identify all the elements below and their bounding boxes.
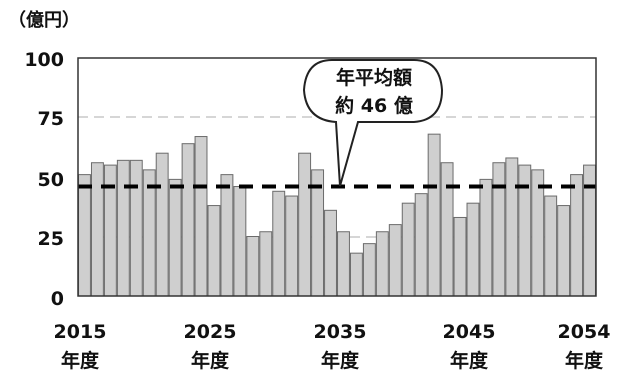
bar-2053 <box>570 174 584 297</box>
x-tick-suffix-2045: 年度 <box>450 349 489 372</box>
bar-2044 <box>453 216 467 297</box>
bar-2039 <box>388 224 402 297</box>
bar-2036 <box>349 252 363 297</box>
bar-2051 <box>544 195 558 297</box>
bar-2045 <box>466 202 480 297</box>
x-axis-ticks: 2015 年度 2025 年度 2035 年度 2045 年度 2054 年度 <box>54 321 611 372</box>
bar-2035 <box>337 231 350 297</box>
bar-2030 <box>272 190 286 297</box>
bar-2040 <box>401 202 415 297</box>
y-tick-25: 25 <box>38 228 64 250</box>
bar-2041 <box>414 193 428 297</box>
bar-2034 <box>324 209 337 297</box>
bar-2042 <box>427 133 441 297</box>
bar-2018 <box>116 159 130 297</box>
bar-2046 <box>479 178 493 297</box>
bar-2015 <box>78 174 91 297</box>
x-tick-suffix-2025: 年度 <box>191 349 230 372</box>
bar-2026 <box>220 174 234 297</box>
x-tick-suffix-2054: 年度 <box>565 349 604 372</box>
average-callout: 年平均額 約 46 億 <box>302 59 444 187</box>
bar-2038 <box>375 231 389 297</box>
bar-2022 <box>168 178 182 297</box>
bar-2021 <box>155 152 169 297</box>
y-tick-0: 0 <box>51 288 64 310</box>
callout-line-1: 年平均額 <box>336 66 412 89</box>
unit-label: （億円） <box>8 9 80 31</box>
x-tick-year-2035: 2035 <box>314 321 367 343</box>
y-axis-ticks: 100 75 50 25 0 <box>24 49 64 310</box>
x-tick-year-2045: 2045 <box>443 321 496 343</box>
bar-series <box>78 133 596 297</box>
bar-2016 <box>90 162 104 297</box>
y-tick-75: 75 <box>38 108 64 130</box>
bar-2031 <box>285 195 299 297</box>
y-tick-50: 50 <box>38 169 64 191</box>
bar-2032 <box>298 152 312 297</box>
bar-2048 <box>505 157 519 297</box>
x-tick-year-2054: 2054 <box>558 321 611 343</box>
bar-2047 <box>492 162 506 297</box>
x-tick-suffix-2015: 年度 <box>61 349 100 372</box>
x-tick-year-2015: 2015 <box>54 321 107 343</box>
bar-2050 <box>531 169 545 297</box>
bar-2025 <box>207 205 221 297</box>
bar-2037 <box>362 243 376 297</box>
bar-2019 <box>129 159 143 297</box>
callout-line-2: 約 46 億 <box>335 94 413 117</box>
x-tick-suffix-2035: 年度 <box>321 349 360 372</box>
x-tick-year-2025: 2025 <box>184 321 237 343</box>
bar-2027 <box>233 186 247 297</box>
bar-2020 <box>142 169 156 297</box>
y-tick-100: 100 <box>24 49 64 71</box>
bar-2029 <box>259 231 273 297</box>
bar-2028 <box>246 236 260 297</box>
bar-2043 <box>440 162 454 297</box>
bar-2024 <box>194 136 208 297</box>
bar-2023 <box>181 143 195 297</box>
bar-2033 <box>311 169 325 297</box>
plot-frame <box>77 57 597 297</box>
callout-bubble <box>302 59 444 187</box>
bar-2052 <box>557 205 571 297</box>
